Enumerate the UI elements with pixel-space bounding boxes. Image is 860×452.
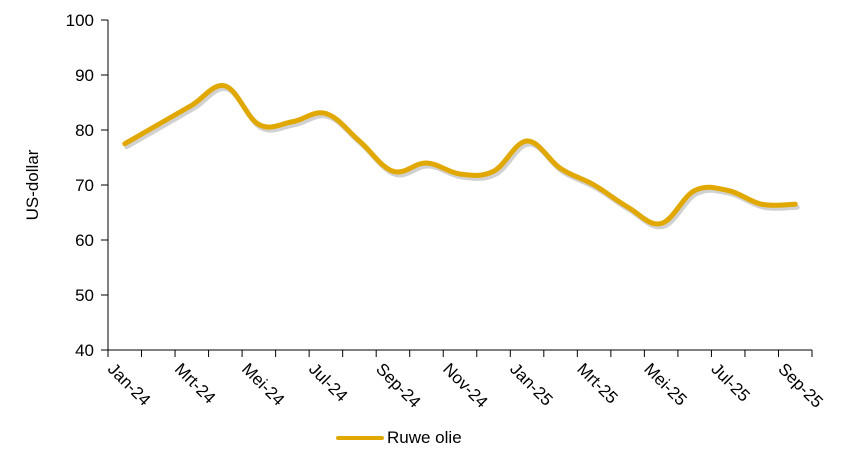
legend-swatch-ruwe-olie: [336, 436, 384, 440]
legend: Ruwe olie: [336, 428, 462, 448]
series-line-shadow: [124, 86, 800, 230]
x-tick-label: Mei-25: [640, 359, 690, 409]
x-tick-label: Jan-24: [104, 359, 154, 409]
series-group: [122, 83, 800, 230]
x-tick-label: Jan-25: [506, 359, 556, 409]
x-axis-ticks: Jan-24 Mrt-24 Mei-24 Jul-24 Sep-24 Nov-24 Jan-…: [104, 350, 827, 412]
x-tick-label: Mrt-24: [171, 359, 219, 407]
x-tick-label: Nov-24: [439, 359, 491, 411]
x-tick-label: Jul-25: [707, 359, 753, 405]
y-tick-label: 80: [75, 121, 94, 140]
x-tick-label: Mei-24: [238, 359, 288, 409]
x-tick-label: Mrt-25: [573, 359, 621, 407]
x-tick-label: Jul-24: [305, 359, 351, 405]
y-tick-label: 60: [75, 231, 94, 250]
x-tick-label: Sep-25: [774, 359, 826, 411]
y-tick-label: 40: [75, 341, 94, 360]
y-tick-label: 100: [66, 11, 94, 30]
y-tick-label: 50: [75, 286, 94, 305]
y-axis-ticks: 40 50 60 70 80 90 100: [66, 11, 108, 360]
y-tick-label: 90: [75, 66, 94, 85]
series-line-ruwe-olie: [122, 83, 798, 227]
y-tick-label: 70: [75, 176, 94, 195]
y-axis-title: US-dollar: [23, 149, 42, 220]
x-tick-label: Sep-24: [372, 359, 424, 411]
legend-label: Ruwe olie: [387, 428, 462, 447]
